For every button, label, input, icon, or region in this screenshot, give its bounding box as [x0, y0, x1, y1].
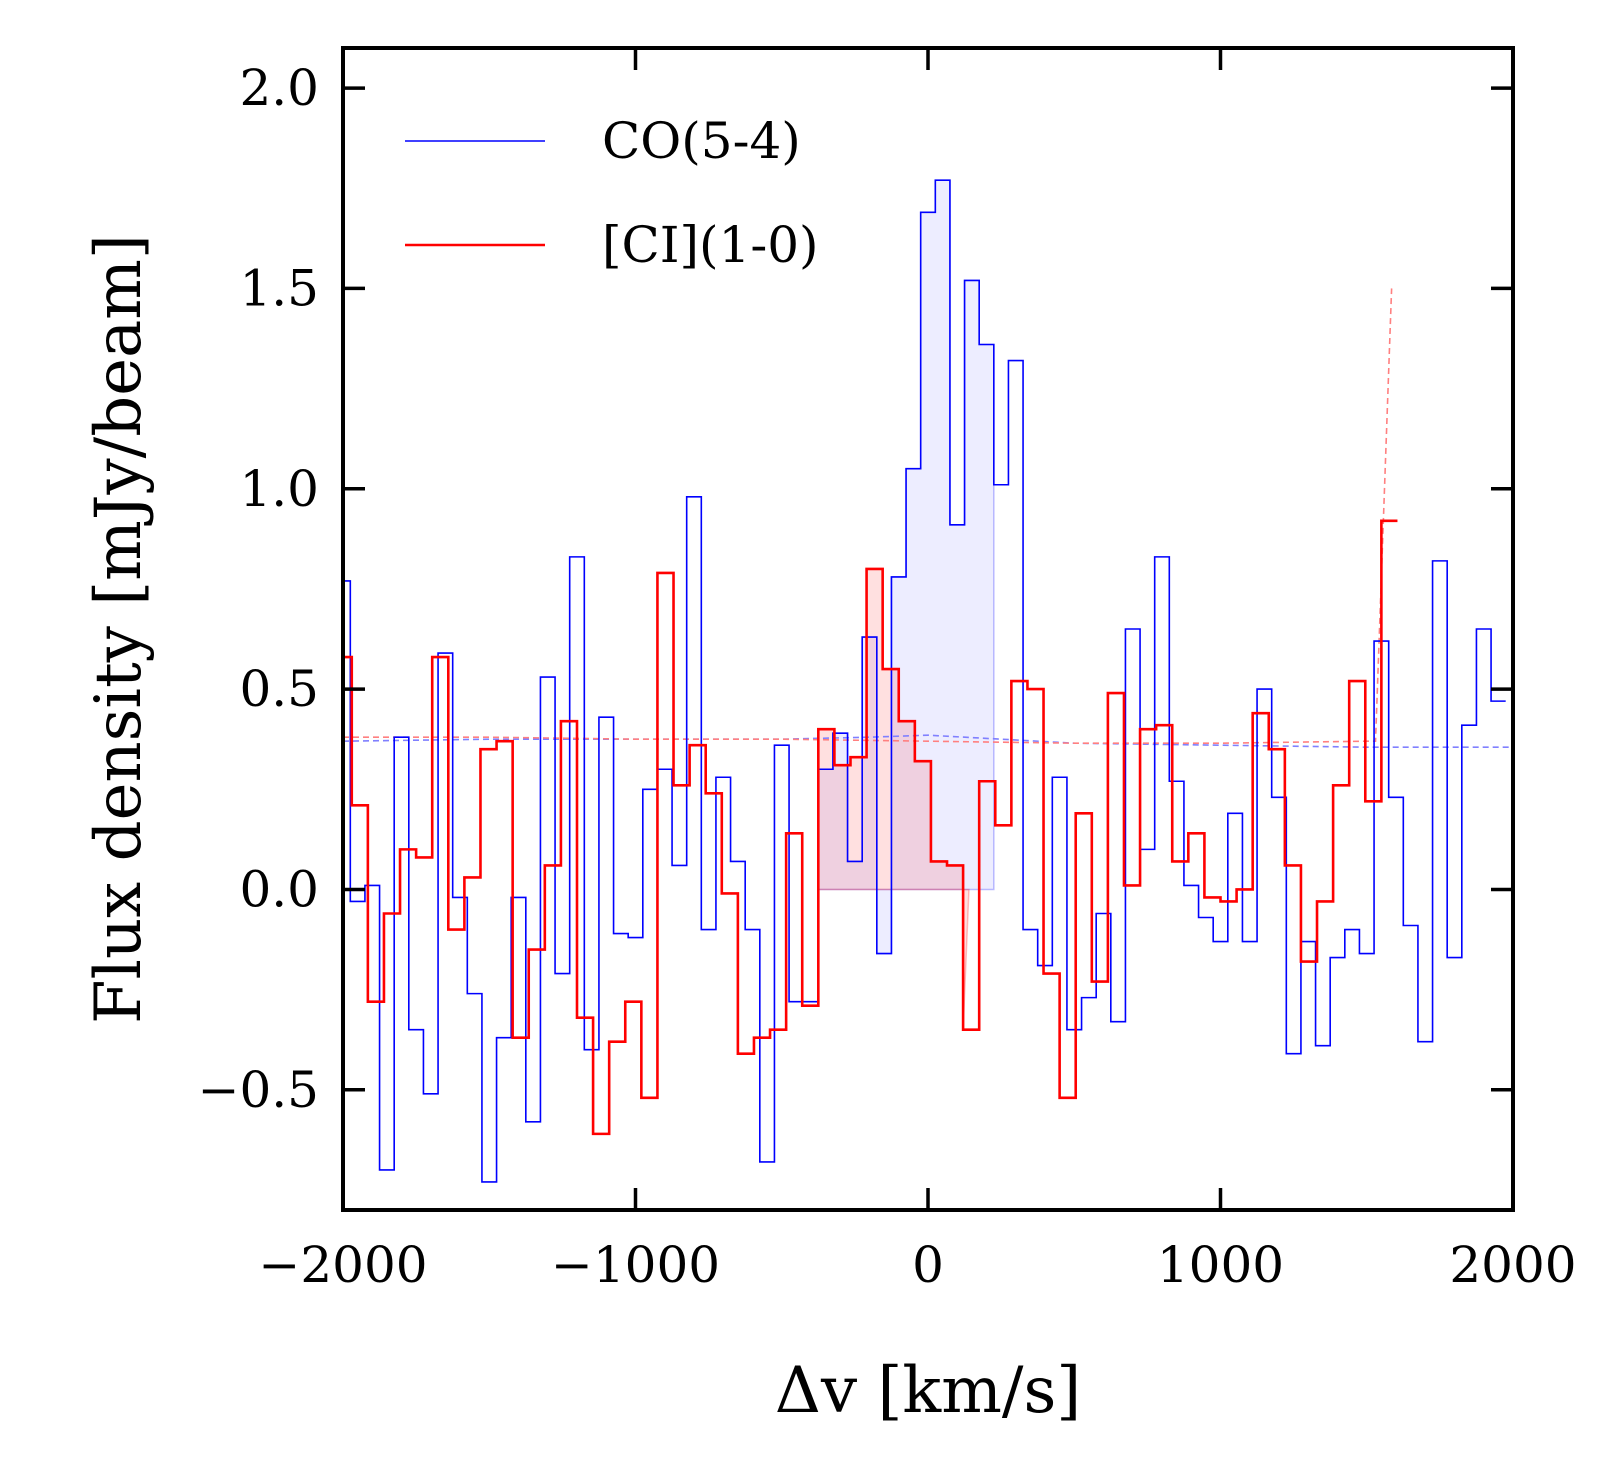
- y-tick-label: 0.5: [239, 660, 319, 718]
- noise-lines: [343, 288, 1513, 749]
- series-line-2: [343, 519, 1398, 1136]
- y-tick-label: −0.5: [198, 1061, 319, 1119]
- legend-label-1: CO(5-4): [602, 112, 801, 170]
- series-line-1: [343, 179, 1506, 1183]
- x-axis-label: Δv [km/s]: [775, 1354, 1082, 1428]
- y-axis-label: Flux density [mJy/beam]: [82, 234, 156, 1024]
- x-tick-label: 1000: [1157, 1236, 1284, 1294]
- series-lines: [343, 179, 1506, 1183]
- legend: CO(5-4) [CI](1-0): [405, 112, 819, 274]
- x-tick-label: −1000: [551, 1236, 720, 1294]
- noise-line-1: [343, 734, 1513, 749]
- x-tick-label: 0: [912, 1236, 944, 1294]
- y-tick-label: 1.5: [239, 259, 319, 317]
- y-tick-label: 0.0: [239, 860, 319, 918]
- shaded-regions: [817, 179, 995, 1030]
- x-tick-label: −2000: [258, 1236, 427, 1294]
- y-tick-label: 2.0: [239, 59, 319, 117]
- y-tick-label: 1.0: [239, 460, 319, 518]
- legend-label-2: [CI](1-0): [602, 216, 819, 274]
- axis-ticks: −2000 −1000 0 1000 2000 −0.5 0.0 0.5 1.0 1.5 2.0: [198, 48, 1577, 1294]
- x-tick-label: 2000: [1449, 1236, 1576, 1294]
